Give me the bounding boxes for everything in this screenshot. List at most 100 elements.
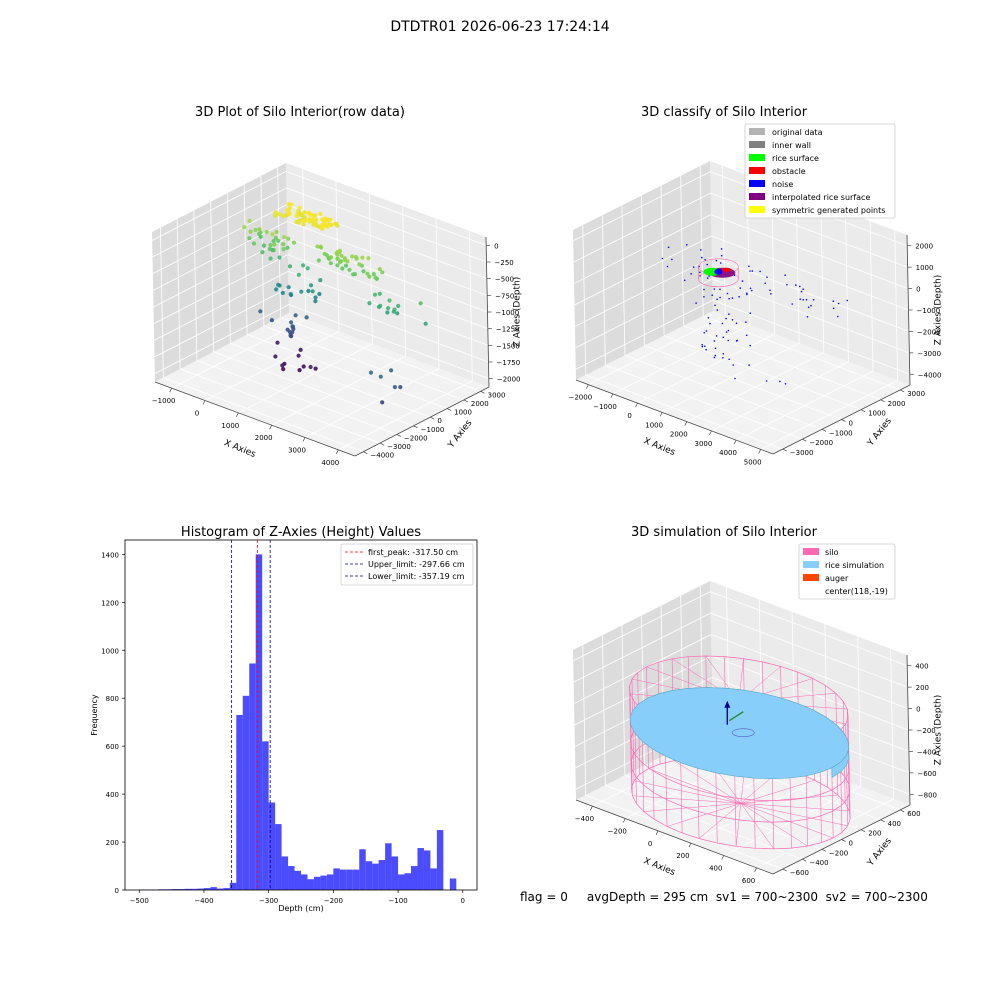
panel3-bar <box>372 863 379 890</box>
panel1-data-point <box>297 205 302 210</box>
panel2-noise-point <box>715 259 718 262</box>
panel1-grid-z <box>286 204 487 280</box>
panel1-grid-z <box>287 254 488 330</box>
panel1-x-tick-label: 0 <box>195 410 199 418</box>
panel4-title: 3D simulation of Silo Interior <box>631 525 818 540</box>
panel1-grid-y <box>280 316 481 392</box>
panel1-data-point <box>299 289 304 294</box>
panel1-data-point <box>301 364 306 369</box>
panel2-noise-point <box>812 299 815 301</box>
panel2-noise-point <box>746 293 748 296</box>
panel1-data-point <box>318 244 323 249</box>
panel2-y-tick-label: 2000 <box>888 400 906 408</box>
panel4-x-tick-label: 400 <box>709 865 722 873</box>
panel3-bar <box>359 849 366 890</box>
panel1-data-point <box>366 256 371 261</box>
panel1-data-point <box>285 245 290 250</box>
panel2-noise-point <box>800 290 803 293</box>
panel1-data-point <box>329 222 334 227</box>
panel3-bar <box>346 869 353 890</box>
panel2-y-tick-label: −1000 <box>829 429 853 437</box>
panel1-data-point <box>302 219 307 224</box>
panel1-data-point <box>286 236 291 241</box>
panel2-grid-y <box>605 364 803 440</box>
panel1-x-tick <box>269 425 272 430</box>
panel4-y-tick <box>782 868 787 872</box>
panel2-y-tick <box>841 419 846 422</box>
panel2-noise-point <box>837 315 839 318</box>
panel1-data-point <box>360 255 365 260</box>
panel3-bar <box>281 856 289 890</box>
panel4-y-tick-label: −600 <box>790 869 809 877</box>
panel2-x-tick <box>659 412 663 417</box>
panel2-noise-point <box>741 280 744 282</box>
panel1-grid-z <box>286 170 487 246</box>
panel-histogram: Histogram of Z-Axies (Height) Values −500… <box>90 525 478 913</box>
panel1-data-point <box>395 311 400 316</box>
panel3-bar <box>417 848 424 890</box>
panel4-y-tick-label: 200 <box>868 830 881 838</box>
panel4-legend-swatch <box>803 574 819 581</box>
panel2-noise-point <box>716 309 719 311</box>
panel2-legend-swatch <box>749 180 765 187</box>
panel1-data-point <box>288 333 293 338</box>
panel4-silo-spoke <box>643 803 741 812</box>
panel1-grid-x <box>338 380 473 451</box>
panel2-noise-point <box>749 287 752 290</box>
panel3-bar <box>262 741 269 890</box>
panel1-y-tick-label: −4000 <box>370 452 394 460</box>
panel1-data-point <box>276 282 281 287</box>
panel3-x-tick-label: −100 <box>388 897 407 905</box>
panel1-title: 3D Plot of Silo Interior(row data) <box>195 105 405 120</box>
panel2-noise-point <box>749 312 752 315</box>
panel1-data-point <box>276 238 281 243</box>
panel2-x-tick-label: 1000 <box>645 421 663 429</box>
panel1-data-point <box>353 254 359 260</box>
panel1-data-point <box>296 353 301 358</box>
panel1-data-point <box>313 221 318 226</box>
panel2-title: 3D classify of Silo Interior <box>641 105 808 120</box>
panel1-data-point <box>337 260 343 265</box>
panel4-silo-post <box>629 686 632 789</box>
panel3-bar <box>385 843 392 890</box>
panel3-bar <box>391 856 399 890</box>
panel4-silo-post <box>630 693 633 796</box>
panel2-noise-point <box>711 294 713 297</box>
panel1-data-point <box>282 235 287 240</box>
panel1-y-tick-label: −1000 <box>421 426 445 434</box>
panel2-noise-point <box>732 364 734 366</box>
panel1-data-point <box>377 267 382 272</box>
panel3-legend-box <box>340 543 474 586</box>
panel2-noise-point <box>720 254 723 257</box>
panel2-noise-point <box>720 248 723 250</box>
panel2-noise-point <box>769 289 771 292</box>
panel1-x-tick-label: 2000 <box>255 434 273 442</box>
panel2-noise-point <box>706 263 708 266</box>
panel1-y-tick-label: 1000 <box>454 409 472 417</box>
panel1-data-point <box>351 272 356 277</box>
panel3-bar <box>436 830 444 890</box>
panel1-data-point <box>288 292 293 297</box>
panel2-y-tick <box>860 409 866 412</box>
panel2-y-tick <box>880 399 885 403</box>
panel1-data-point <box>423 321 428 326</box>
panel2-noise-point <box>704 259 706 261</box>
panel1-z-tick-label: −1250 <box>496 326 520 334</box>
panel1-y-axis-line <box>354 386 490 457</box>
panel1-data-point <box>313 295 318 300</box>
panel2-noise-point <box>748 364 750 366</box>
panel2-z-tick-label: 0 <box>916 286 920 294</box>
panel2-z-label: Z Axies (Depth) <box>934 275 944 346</box>
panel4-z-tick-label: −200 <box>917 727 936 735</box>
panel1-data-point <box>281 247 286 252</box>
panel1-y-label: Y Axies <box>446 418 475 451</box>
panel3-bar <box>398 874 405 890</box>
panel2-noise-point <box>722 336 725 339</box>
panel1-data-point <box>396 303 401 309</box>
panel4-legend-box <box>798 543 896 600</box>
panel1-data-point <box>300 213 305 218</box>
panel3-bar <box>203 888 211 890</box>
panel2-x-axis-line <box>575 379 774 455</box>
panel4-legend-label: rice simulation <box>825 561 884 570</box>
panel2-grid-y <box>703 315 901 391</box>
